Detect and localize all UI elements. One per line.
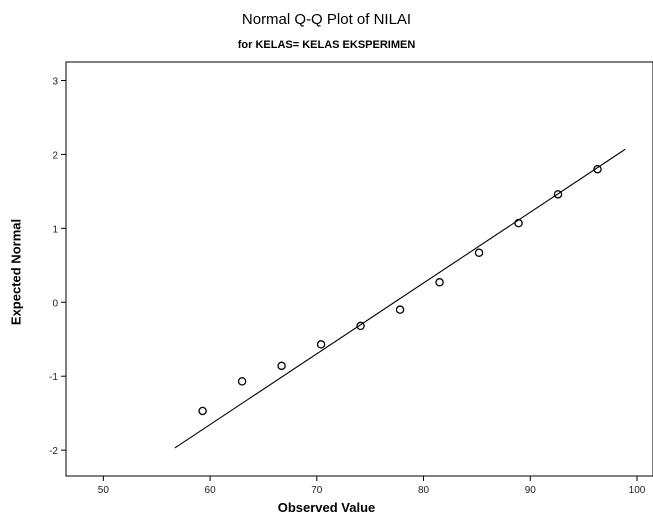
plot-frame [65, 61, 653, 477]
x-axis-ticks: 50 60 70 80 90 100 [98, 476, 646, 496]
reference-line [174, 148, 626, 449]
x-axis-label: Observed Value [277, 500, 376, 515]
y-tick-label: -2 [49, 446, 58, 457]
x-tick-label: 60 [205, 485, 217, 496]
y-tick-label: 3 [52, 76, 58, 87]
data-point [514, 218, 523, 228]
y-tick-label: 0 [52, 298, 58, 309]
data-point [356, 321, 365, 331]
x-tick-label: 100 [629, 485, 646, 496]
data-point [395, 305, 405, 314]
data-point [474, 248, 484, 257]
data-point [553, 190, 563, 199]
y-tick-label: 1 [52, 224, 58, 235]
data-point [198, 406, 207, 416]
data-point [435, 278, 444, 287]
chart-subtitle: for KELAS= KELAS EKSPERIMEN [237, 39, 416, 51]
data-point [237, 377, 247, 386]
reference-line-group [174, 148, 626, 449]
y-tick-label: -1 [49, 372, 58, 383]
x-tick-label: 70 [311, 485, 323, 496]
data-point [593, 164, 602, 174]
y-tick-label: 2 [52, 150, 58, 161]
data-points [198, 164, 602, 416]
data-point [277, 361, 286, 371]
x-tick-label: 80 [418, 485, 430, 496]
x-tick-label: 50 [98, 485, 110, 496]
data-point [316, 340, 326, 349]
y-axis-label: Expected Normal [8, 218, 24, 326]
y-axis-ticks: 3 2 1 0 -1 -2 [49, 76, 66, 457]
x-tick-label: 90 [525, 485, 537, 496]
chart-title: Normal Q-Q Plot of NILAI [241, 11, 412, 28]
